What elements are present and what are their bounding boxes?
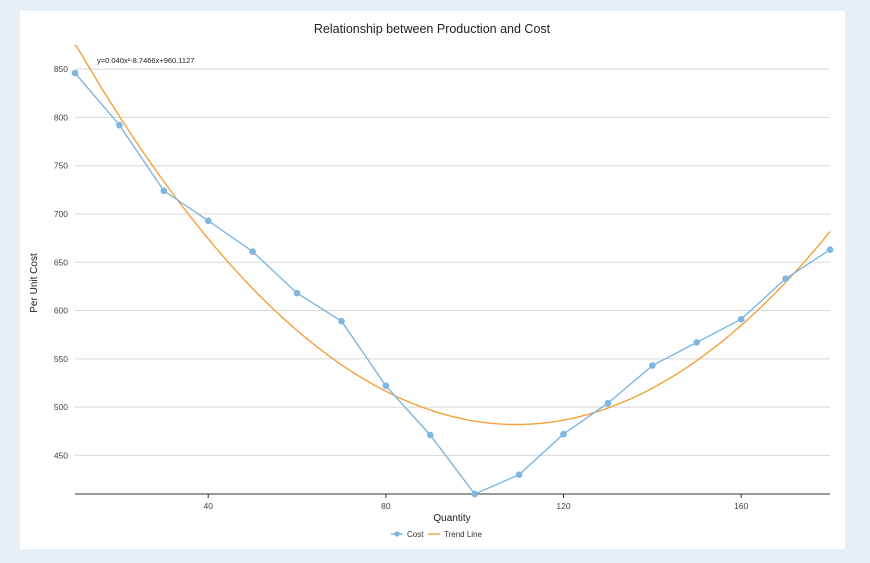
cost-point-150[interactable]	[693, 339, 701, 346]
y-tick-labels: 450 500 550 600 650 700 750 800 850	[54, 64, 68, 460]
chart-title: Relationship between Production and Cost	[314, 22, 551, 36]
cost-point-40[interactable]	[204, 217, 212, 225]
cost-point-130[interactable]	[604, 399, 612, 407]
y-tick-label-700: 700	[54, 209, 68, 219]
legend-trend-label: Trend Line	[444, 530, 483, 539]
y-tick-label-650: 650	[54, 257, 68, 267]
x-tick-label-40: 40	[204, 501, 214, 511]
y-tick-label-800: 800	[54, 112, 68, 122]
legend-item-trend-line[interactable]: Trend Line	[428, 530, 483, 539]
cost-point-70[interactable]	[338, 317, 345, 325]
trend-line-curve	[74, 44, 831, 426]
cost-point-50[interactable]	[249, 248, 256, 255]
cost-point-90[interactable]	[426, 431, 434, 439]
legend: Cost Trend Line	[391, 530, 483, 539]
y-tick-label-450: 450	[54, 450, 68, 460]
cost-point-170[interactable]	[782, 275, 789, 282]
cost-point-160[interactable]	[737, 315, 745, 323]
gridlines	[75, 68, 830, 456]
cost-point-30[interactable]	[160, 187, 168, 195]
y-axis-label: Per Unit Cost	[29, 253, 40, 313]
cost-series-points	[71, 69, 834, 498]
y-tick-label-600: 600	[54, 306, 68, 316]
x-tick-label-120: 120	[556, 501, 570, 511]
legend-item-cost[interactable]: Cost	[391, 530, 424, 539]
cost-series-line	[74, 72, 831, 495]
y-tick-label-500: 500	[54, 402, 68, 412]
y-tick-label-850: 850	[54, 64, 68, 74]
cost-point-80[interactable]	[382, 382, 390, 390]
legend-cost-marker	[394, 531, 400, 537]
cost-point-120[interactable]	[560, 430, 567, 438]
cost-point-10[interactable]	[71, 69, 79, 77]
cost-point-110[interactable]	[515, 471, 523, 478]
cost-point-100[interactable]	[471, 490, 479, 498]
x-axis-label: Quantity	[433, 513, 470, 524]
cost-point-140[interactable]	[649, 362, 656, 369]
trend-equation: y=0.040x²-8.7466x+960.1127	[97, 56, 194, 65]
x-tick-label-80: 80	[381, 501, 391, 511]
cost-point-60[interactable]	[293, 289, 301, 297]
y-tick-label-750: 750	[54, 161, 68, 171]
x-tick-label-160: 160	[734, 501, 748, 511]
legend-cost-label: Cost	[407, 530, 424, 539]
production-cost-chart: 450 500 550 600 650 700 750 800 850 40 80 120 160 R…	[29, 22, 834, 539]
cost-point-180[interactable]	[826, 246, 834, 254]
chart-card: 450 500 550 600 650 700 750 800 850 40 80 120 160 R…	[20, 11, 845, 549]
y-tick-label-550: 550	[54, 354, 68, 364]
cost-point-20[interactable]	[116, 121, 123, 129]
x-tick-labels: 40 80 120 160	[204, 494, 749, 511]
